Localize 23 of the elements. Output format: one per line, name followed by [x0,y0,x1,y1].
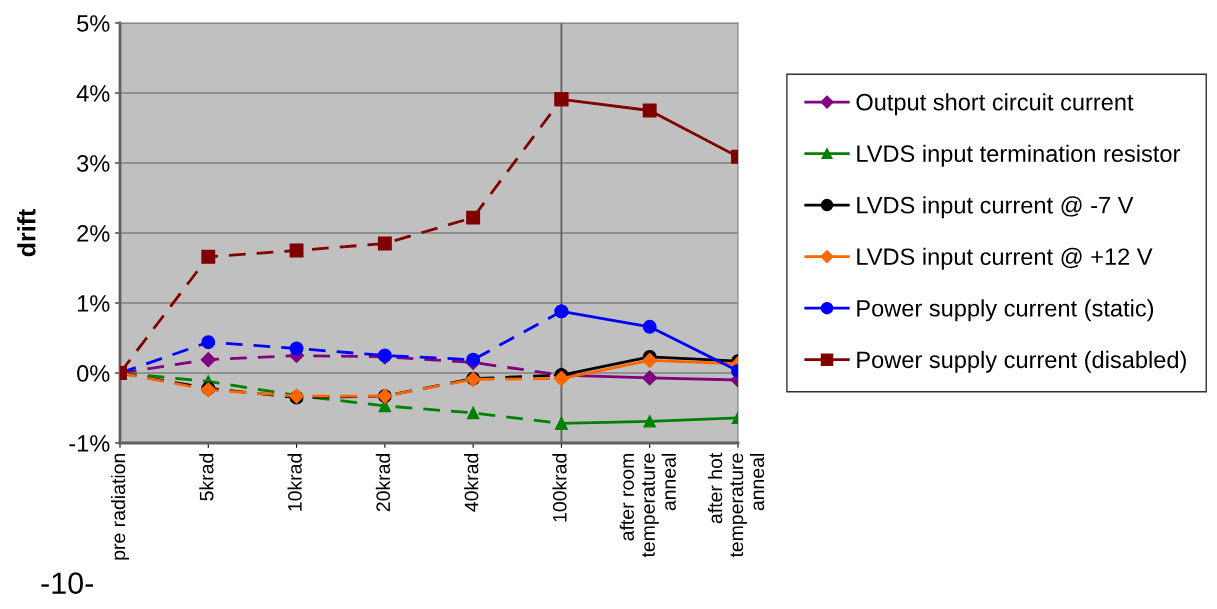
legend-label: Power supply current (static) [857,299,1154,322]
x-tick-label: after room temperature anneal [619,453,676,558]
x-tick-label: 5krad [199,453,214,501]
y-tick-label: 5% [77,15,110,32]
y-tick-label: 2% [77,225,110,242]
legend-label: LVDS input current @ +12 V [857,247,1153,270]
text: -10- [41,572,93,594]
legend-label: Output short circuit current [856,93,1134,116]
x-tick-label: pre radiation [110,453,130,560]
y-tick-label: 3% [77,155,110,172]
x-tick-label: 20krad [375,453,391,512]
x-tick-label: after hot temperature anneal [707,452,765,558]
y-tick-label: 4% [76,85,110,102]
y-tick-label: 0% [77,365,110,382]
x-tick-label: 10krad [287,453,302,511]
legend-label: Power supply current (disabled) [857,350,1186,373]
x-tick-label: 40krad [464,453,479,512]
y-tick-label: -1% [69,435,110,452]
legend-label: LVDS input current @ -7 V [857,196,1134,219]
legend-label: LVDS input termination resistor [857,144,1180,167]
x-tick-label: 100krad [552,453,567,522]
y-axis-title: drift [17,209,36,257]
y-tick-label: 1% [77,295,110,312]
